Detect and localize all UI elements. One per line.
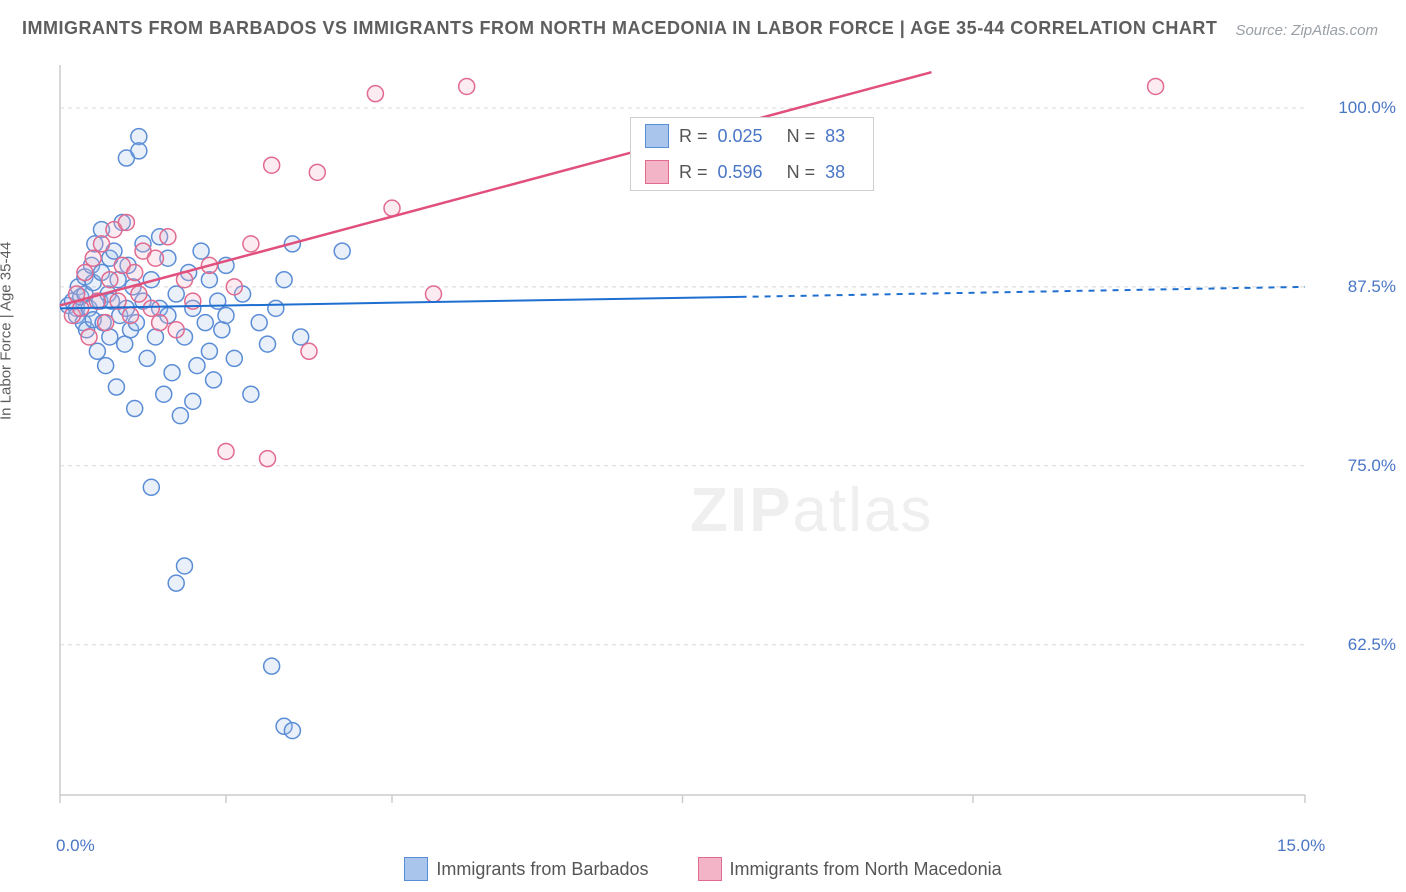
r-value-1: 0.025 [718, 126, 763, 147]
r-value-2: 0.596 [718, 162, 763, 183]
correlation-info-box: R = 0.025 N = 83 R = 0.596 N = 38 [630, 117, 874, 191]
y-axis-label: In Labor Force | Age 35-44 [0, 242, 15, 420]
y-tick-label: 87.5% [1348, 277, 1396, 297]
watermark: ZIPatlas [690, 475, 933, 546]
x-tick-label: 15.0% [1277, 836, 1325, 856]
watermark-bold: ZIP [690, 476, 792, 545]
legend-item-1: Immigrants from Barbados [404, 857, 648, 881]
source-credit: Source: ZipAtlas.com [1235, 22, 1378, 39]
bottom-legend: Immigrants from Barbados Immigrants from… [0, 857, 1406, 886]
n-value-2: 38 [825, 162, 845, 183]
swatch-series2 [645, 160, 669, 184]
info-row-series2: R = 0.596 N = 38 [631, 154, 873, 190]
info-row-series1: R = 0.025 N = 83 [631, 118, 873, 154]
plot-container: ZIPatlas R = 0.025 N = 83 R = 0.596 N = … [50, 55, 1360, 825]
swatch-series2-legend [698, 857, 722, 881]
legend-label-1: Immigrants from Barbados [436, 859, 648, 880]
n-value-1: 83 [825, 126, 845, 147]
n-label: N = [787, 162, 816, 183]
swatch-series1 [645, 124, 669, 148]
r-label: R = [679, 162, 708, 183]
y-tick-label: 100.0% [1338, 98, 1396, 118]
y-tick-label: 62.5% [1348, 635, 1396, 655]
n-label: N = [787, 126, 816, 147]
x-tick-label: 0.0% [56, 836, 95, 856]
r-label: R = [679, 126, 708, 147]
y-tick-label: 75.0% [1348, 456, 1396, 476]
chart-title: IMMIGRANTS FROM BARBADOS VS IMMIGRANTS F… [22, 18, 1217, 39]
legend-item-2: Immigrants from North Macedonia [698, 857, 1002, 881]
swatch-series1-legend [404, 857, 428, 881]
legend-label-2: Immigrants from North Macedonia [730, 859, 1002, 880]
watermark-light: atlas [792, 476, 933, 545]
